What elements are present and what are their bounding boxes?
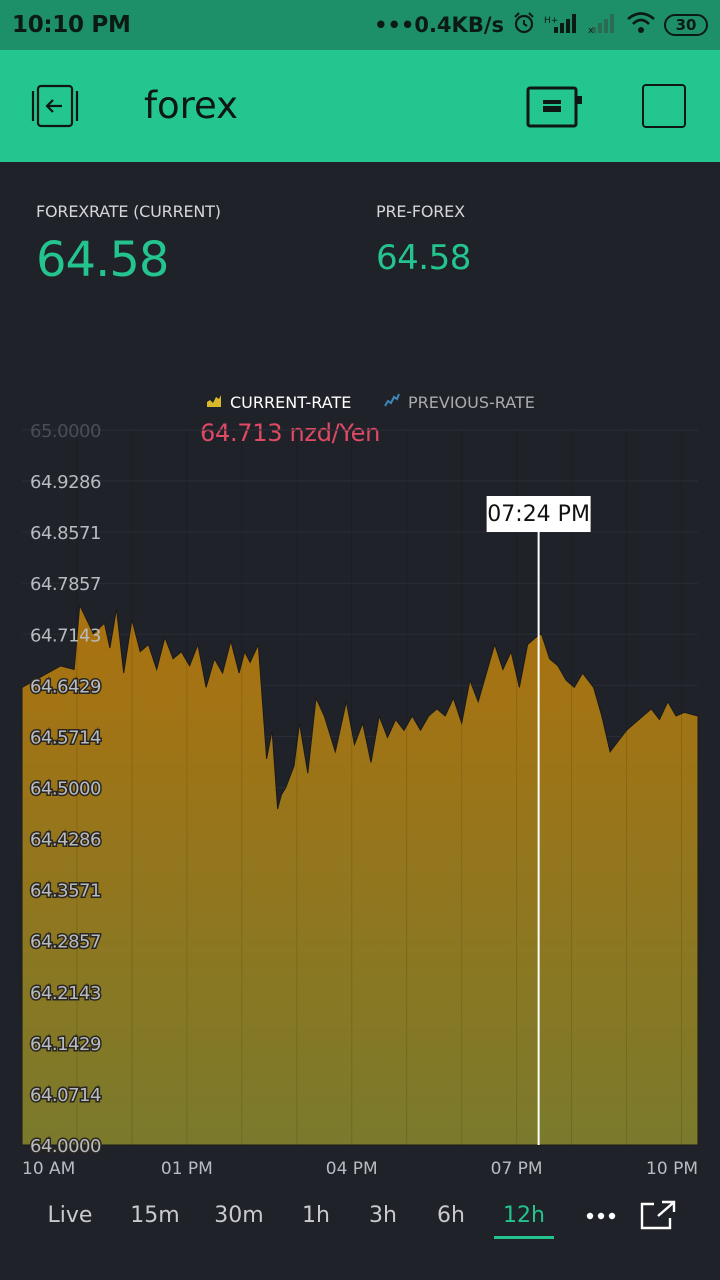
back-icon[interactable] xyxy=(30,83,80,129)
x-tick-label: 01 PM xyxy=(161,1159,213,1179)
expand-icon[interactable] xyxy=(640,1200,676,1230)
more-dots-icon[interactable] xyxy=(585,1196,619,1236)
x-axis-ticks: 10 AM 01 PM 04 PM 07 PM 10 PM xyxy=(22,1159,698,1179)
y-tick-label: 64.0000 xyxy=(30,1136,101,1157)
tab-15m[interactable]: 15m xyxy=(130,1203,180,1228)
active-tab-indicator xyxy=(494,1236,554,1239)
current-rate-label: FOREXRATE (CURRENT) xyxy=(36,202,221,221)
y-tick-label: 64.0714 xyxy=(30,1085,101,1106)
square-icon[interactable] xyxy=(642,84,686,128)
y-tick-label: 64.2143 xyxy=(30,983,101,1004)
y-tick-label: 64.7143 xyxy=(30,625,101,646)
legend-current-label: CURRENT-RATE xyxy=(230,392,352,412)
rate-chart[interactable]: 65.0000 64.9286 64.8571 64.7857 64.7143 64.64… xyxy=(0,420,720,1190)
status-icons: •••0.4KB/s H+ x 30 xyxy=(374,10,708,40)
svg-text:H+: H+ xyxy=(544,16,558,26)
y-tick-label: 64.5714 xyxy=(30,727,101,748)
device-icon[interactable] xyxy=(526,86,584,128)
area-chart-icon xyxy=(206,392,222,412)
y-tick-label: 64.1429 xyxy=(30,1034,101,1055)
y-tick-label: 64.6429 xyxy=(30,676,101,697)
chart-vertical-grid xyxy=(76,430,683,1145)
wifi-icon xyxy=(626,11,656,40)
line-chart-icon xyxy=(384,392,400,412)
period-tabs: Live 15m 30m 1h 3h 6h 12h xyxy=(0,1196,720,1244)
x-tick-label: 10 AM xyxy=(22,1159,75,1179)
page-title: forex xyxy=(144,84,239,127)
chart-readout-value: 64.713 nzd/Yen xyxy=(200,419,380,447)
y-tick-label: 65.0000 xyxy=(30,421,101,442)
cursor-time-label: 07:24 PM xyxy=(487,502,590,527)
tab-30m[interactable]: 30m xyxy=(214,1203,264,1228)
y-axis-ticks: 65.0000 64.9286 64.8571 64.7857 64.7143 64.64… xyxy=(29,421,103,1159)
tab-12h[interactable]: 12h xyxy=(503,1203,545,1228)
legend-current-rate[interactable]: CURRENT-RATE xyxy=(206,390,351,414)
y-tick-label: 64.5000 xyxy=(30,779,101,800)
x-tick-label: 10 PM xyxy=(646,1159,698,1179)
tab-3h[interactable]: 3h xyxy=(369,1203,397,1228)
legend-previous-label: PREVIOUS-RATE xyxy=(408,392,535,412)
status-bar: 10:10 PM •••0.4KB/s H+ x 30 xyxy=(0,0,720,50)
y-tick-label: 64.7857 xyxy=(30,574,101,595)
svg-text:x: x xyxy=(588,26,594,35)
pre-forex-label: PRE-FOREX xyxy=(376,202,465,221)
network-speed: •••0.4KB/s xyxy=(374,13,504,37)
status-time: 10:10 PM xyxy=(12,12,131,38)
pre-forex-value: 64.58 xyxy=(376,238,471,278)
chart-cursor-tooltip: 07:24 PM xyxy=(486,496,591,532)
tab-6h[interactable]: 6h xyxy=(437,1203,465,1228)
x-tick-label: 04 PM xyxy=(326,1159,378,1179)
series-current-rate-area xyxy=(21,603,699,1146)
x-tick-label: 07 PM xyxy=(491,1159,543,1179)
tab-1h[interactable]: 1h xyxy=(302,1203,330,1228)
y-tick-label: 64.2857 xyxy=(30,932,101,953)
battery-icon: 30 xyxy=(664,14,708,36)
y-tick-label: 64.4286 xyxy=(30,830,101,851)
alarm-icon xyxy=(512,11,536,40)
app-header: forex xyxy=(0,50,720,162)
signal-no-service-icon: x xyxy=(588,11,618,40)
tab-live[interactable]: Live xyxy=(47,1203,93,1228)
current-rate-value: 64.58 xyxy=(36,232,169,288)
legend-previous-rate[interactable]: PREVIOUS-RATE xyxy=(384,390,535,414)
y-tick-label: 64.9286 xyxy=(30,472,101,493)
y-tick-label: 64.3571 xyxy=(30,881,101,902)
y-tick-label: 64.8571 xyxy=(30,523,101,544)
signal-icon: H+ xyxy=(544,11,580,40)
